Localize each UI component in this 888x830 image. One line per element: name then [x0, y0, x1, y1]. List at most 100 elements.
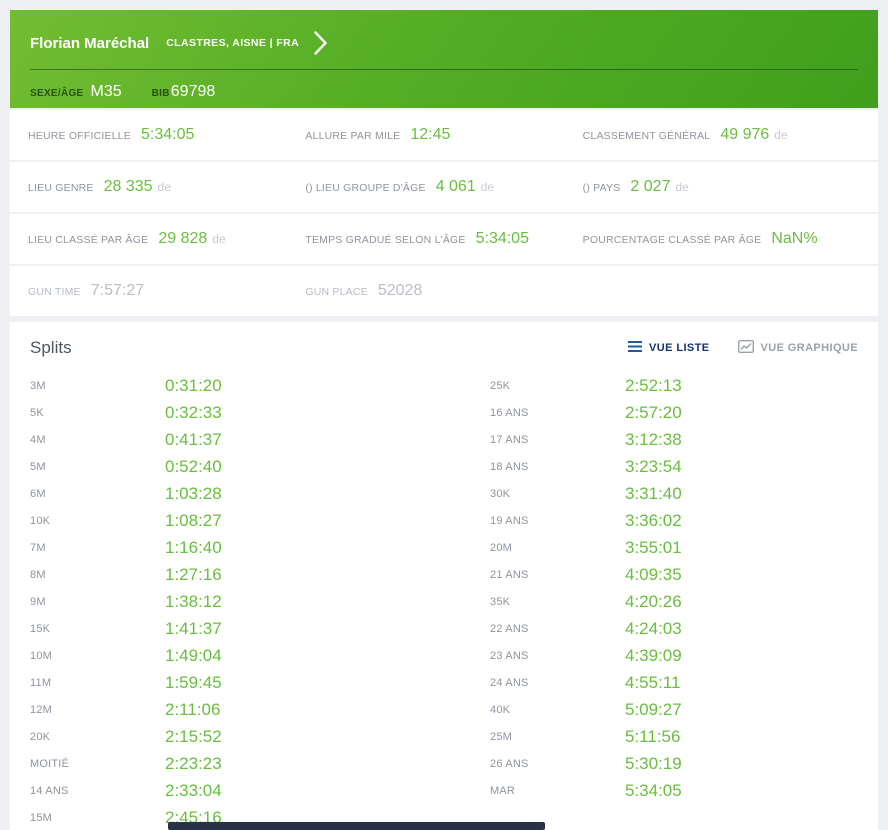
splits-column-right: 25K2:52:13 16 ANS2:57:20 17 ANS3:12:38 1… [490, 372, 858, 830]
stat-label: TEMPS GRADUÉ SELON L'ÂGE [305, 234, 465, 246]
split-label: 6M [30, 488, 165, 500]
split-row: 17 ANS3:12:38 [490, 426, 858, 453]
tab-list-view[interactable]: VUE LISTE [628, 341, 709, 355]
split-label: MOITIÉ [30, 758, 165, 770]
stat-age-graded-percent: POURCENTAGE CLASSÉ PAR ÂGE NaN% [583, 230, 860, 248]
split-label: 19 ANS [490, 515, 625, 527]
stat-label: () PAYS [583, 182, 621, 194]
splits-title: Splits [30, 338, 72, 358]
list-icon [628, 341, 642, 355]
split-value: 2:33:04 [165, 781, 222, 801]
split-label: 16 ANS [490, 407, 625, 419]
split-label: 7M [30, 542, 165, 554]
horizontal-scrollbar-thumb[interactable] [168, 822, 545, 830]
split-value: 5:34:05 [625, 781, 682, 801]
split-row: 11M1:59:45 [30, 669, 490, 696]
split-value: 4:24:03 [625, 619, 682, 639]
split-label: 3M [30, 380, 165, 392]
split-label: 26 ANS [490, 758, 625, 770]
split-row: 14 ANS2:33:04 [30, 777, 490, 804]
stat-label: HEURE OFFICIELLE [28, 130, 131, 142]
stat-label: LIEU CLASSÉ PAR ÂGE [28, 234, 148, 246]
split-row: 12M2:11:06 [30, 696, 490, 723]
bib-label: BIB [152, 88, 170, 99]
split-label: 10K [30, 515, 165, 527]
split-value: 0:32:33 [165, 403, 222, 423]
split-row: 5M0:52:40 [30, 453, 490, 480]
stat-suffix: de [675, 180, 688, 194]
stat-gender-place: LIEU GENRE 28 335 de [28, 178, 305, 196]
stat-pace-per-mile: ALLURE PAR MILE 12:45 [305, 126, 582, 144]
split-value: 1:16:40 [165, 538, 222, 558]
sex-age-label: SEXE/ÂGE [30, 88, 84, 99]
split-value: 3:36:02 [625, 511, 682, 531]
split-value: 2:23:23 [165, 754, 222, 774]
split-label: 40K [490, 704, 625, 716]
stat-value: 12:45 [410, 126, 450, 144]
stat-value: 29 828 [158, 230, 207, 248]
split-row: 22 ANS4:24:03 [490, 615, 858, 642]
tab-graph-view[interactable]: VUE GRAPHIQUE [738, 340, 859, 356]
line-chart-icon [738, 340, 754, 356]
stat-label: GUN TIME [28, 286, 81, 298]
split-row: 19 ANS3:36:02 [490, 507, 858, 534]
split-label: 5K [30, 407, 165, 419]
split-row: 10M1:49:04 [30, 642, 490, 669]
bib-value: 69798 [171, 83, 216, 101]
split-row: 10K1:08:27 [30, 507, 490, 534]
split-label: 21 ANS [490, 569, 625, 581]
split-row: 21 ANS4:09:35 [490, 561, 858, 588]
split-value: 5:11:56 [625, 727, 680, 747]
split-label: 25K [490, 380, 625, 392]
split-label: 14 ANS [30, 785, 165, 797]
stat-value: 2 027 [630, 178, 670, 196]
split-value: 2:15:52 [165, 727, 222, 747]
split-value: 1:27:16 [165, 565, 222, 585]
splits-column-left: 3M0:31:20 5K0:32:33 4M0:41:37 5M0:52:40 … [30, 372, 490, 830]
split-value: 1:41:37 [165, 619, 222, 639]
stat-value: 28 335 [104, 178, 153, 196]
runner-header: Florian Maréchal CLASTRES, AISNE | FRA S… [10, 10, 878, 108]
split-label: 23 ANS [490, 650, 625, 662]
split-label: 11M [30, 677, 165, 689]
split-value: 0:41:37 [165, 430, 222, 450]
split-row: 6M1:03:28 [30, 480, 490, 507]
stat-label: LIEU GENRE [28, 182, 94, 194]
split-value: 0:31:20 [165, 376, 222, 396]
sex-age-value: M35 [91, 83, 122, 101]
stats-row: HEURE OFFICIELLE 5:34:05 ALLURE PAR MILE… [10, 110, 878, 160]
split-value: 4:20:26 [625, 592, 682, 612]
stat-overall-place: CLASSEMENT GÉNÉRAL 49 976 de [583, 126, 860, 144]
split-label: 22 ANS [490, 623, 625, 635]
split-row: 5K0:32:33 [30, 399, 490, 426]
split-value: 3:55:01 [625, 538, 682, 558]
stat-gun-time: GUN TIME 7:57:27 [28, 282, 305, 300]
split-label: 24 ANS [490, 677, 625, 689]
split-label: 15K [30, 623, 165, 635]
split-value: 2:57:20 [625, 403, 682, 423]
split-value: 2:52:13 [625, 376, 682, 396]
split-value: 5:30:19 [625, 754, 682, 774]
splits-section: Splits VUE LISTE VUE GRAPHIQUE 3M0 [10, 322, 878, 830]
stat-suffix: de [774, 128, 787, 142]
split-row: 15K1:41:37 [30, 615, 490, 642]
stat-suffix: de [158, 180, 171, 194]
split-value: 1:38:12 [165, 592, 222, 612]
split-row: 3M0:31:20 [30, 372, 490, 399]
split-value: 1:59:45 [165, 673, 222, 693]
stat-label: POURCENTAGE CLASSÉ PAR ÂGE [583, 234, 762, 246]
stat-label: CLASSEMENT GÉNÉRAL [583, 130, 711, 142]
stat-age-graded-place: LIEU CLASSÉ PAR ÂGE 29 828 de [28, 230, 305, 248]
stat-label: GUN PLACE [305, 286, 367, 298]
split-label: 17 ANS [490, 434, 625, 446]
splits-header: Splits VUE LISTE VUE GRAPHIQUE [10, 322, 878, 362]
split-row: 25M5:11:56 [490, 723, 858, 750]
split-row: 40K5:09:27 [490, 696, 858, 723]
split-label: 4M [30, 434, 165, 446]
stat-label: ALLURE PAR MILE [305, 130, 400, 142]
stat-suffix: de [481, 180, 494, 194]
split-value: 2:11:06 [165, 700, 220, 720]
split-row: 16 ANS2:57:20 [490, 399, 858, 426]
split-row: 4M0:41:37 [30, 426, 490, 453]
chevron-right-icon[interactable] [313, 30, 328, 56]
